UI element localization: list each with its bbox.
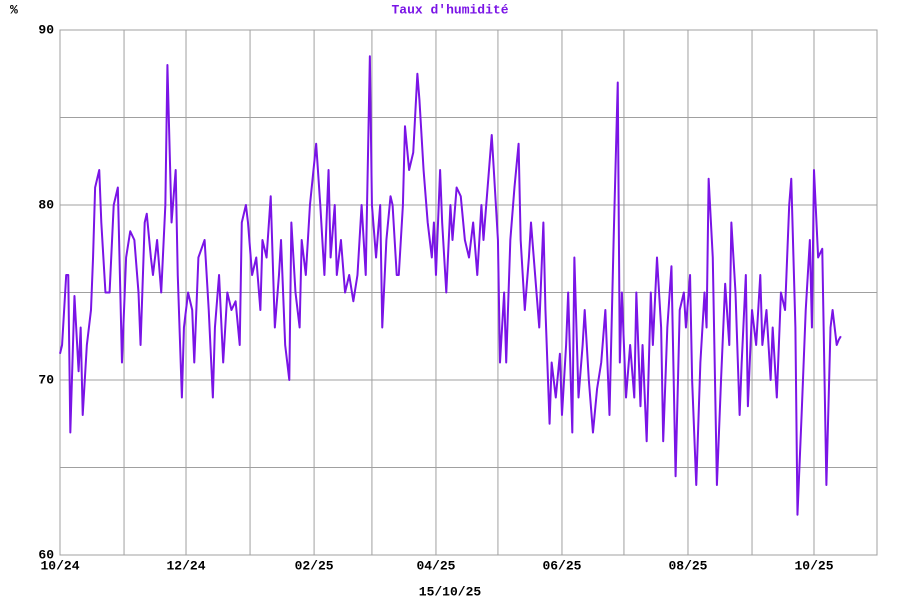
y-tick-label: 60 xyxy=(38,547,54,562)
x-tick-label: 06/25 xyxy=(542,558,581,573)
x-tick-label: 08/25 xyxy=(668,558,707,573)
y-tick-label: 90 xyxy=(38,22,54,37)
data-line xyxy=(59,55,842,516)
y-axis-label: % xyxy=(10,2,18,17)
y-tick-label: 70 xyxy=(38,372,54,387)
footer-date: 15/10/25 xyxy=(419,584,482,599)
chart-title: Taux d'humidité xyxy=(391,2,508,17)
x-tick-label: 02/25 xyxy=(295,558,334,573)
x-tick-label: 10/24 xyxy=(40,558,79,573)
y-tick-label: 80 xyxy=(38,197,54,212)
x-tick-label: 12/24 xyxy=(167,558,206,573)
x-tick-label: 10/25 xyxy=(794,558,833,573)
x-tick-label: 04/25 xyxy=(416,558,455,573)
